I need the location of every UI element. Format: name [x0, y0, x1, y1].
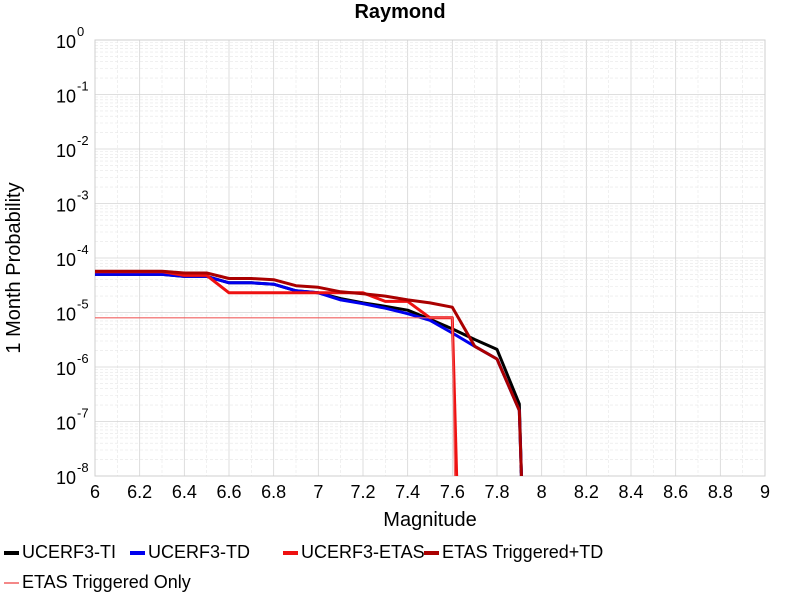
- y-tick-exponent: -1: [77, 79, 89, 94]
- y-tick-label: 10: [56, 359, 76, 379]
- x-tick-label: 6: [90, 482, 100, 502]
- y-tick-exponent: -6: [77, 351, 89, 366]
- y-tick-exponent: -3: [77, 188, 89, 203]
- y-tick-label: 10: [56, 196, 76, 216]
- legend-label: UCERF3-TI: [22, 542, 116, 562]
- y-tick-exponent: -8: [77, 460, 89, 475]
- y-tick-label: 10: [56, 305, 76, 325]
- legend-label: UCERF3-TD: [148, 542, 250, 562]
- x-tick-label: 7.4: [395, 482, 420, 502]
- x-axis-ticks: 6 6.2 6.4 6.6 6.8 7 7.2 7.4 7.6 7.8 8 8.2 8.4 8.6 8.8 9: [90, 482, 770, 502]
- y-tick-exponent: -4: [77, 242, 89, 257]
- x-tick-label: 6.8: [261, 482, 286, 502]
- y-tick-exponent: -7: [77, 406, 89, 421]
- series-line-etas-triggered-td: [95, 269, 523, 476]
- x-tick-label: 6.4: [172, 482, 197, 502]
- series-line-etas-triggered-only: [95, 317, 456, 476]
- y-tick-exponent: 0: [77, 24, 84, 39]
- y-tick-label: 10: [56, 87, 76, 107]
- x-tick-label: 8: [537, 482, 547, 502]
- grid: [94, 39, 766, 477]
- x-tick-label: 7.6: [440, 482, 465, 502]
- x-axis-label: Magnitude: [383, 509, 476, 531]
- legend-label: UCERF3-ETAS: [301, 542, 425, 562]
- x-tick-label: 9: [760, 482, 770, 502]
- x-tick-label: 8.2: [574, 482, 599, 502]
- x-tick-label: 8.6: [663, 482, 688, 502]
- chart-title: Raymond: [354, 1, 445, 23]
- series-line-ucerf3-td: [95, 272, 523, 476]
- x-tick-label: 7.8: [484, 482, 509, 502]
- x-tick-label: 7.2: [350, 482, 375, 502]
- legend-label: ETAS Triggered+TD: [442, 542, 603, 562]
- series-line-ucerf3-ti: [95, 272, 523, 476]
- x-tick-label: 8.8: [708, 482, 733, 502]
- y-tick-exponent: -2: [77, 133, 89, 148]
- series-layer: [95, 269, 523, 476]
- y-tick-label: 10: [56, 468, 76, 488]
- y-tick-label: 10: [56, 141, 76, 161]
- legend-label: ETAS Triggered Only: [22, 572, 191, 592]
- x-tick-label: 8.4: [618, 482, 643, 502]
- y-tick-label: 10: [56, 250, 76, 270]
- legend: UCERF3-TI UCERF3-TD UCERF3-ETAS ETAS Trigge…: [4, 542, 603, 592]
- x-tick-label: 7: [313, 482, 323, 502]
- y-tick-label: 10: [56, 32, 76, 52]
- x-tick-label: 6.6: [216, 482, 241, 502]
- x-tick-label: 6.2: [127, 482, 152, 502]
- y-axis-label: 1 Month Probability: [3, 182, 25, 353]
- series-line-ucerf3-etas: [95, 270, 459, 476]
- y-tick-label: 10: [56, 414, 76, 434]
- plot-area: [94, 39, 766, 477]
- y-tick-exponent: -5: [77, 297, 89, 312]
